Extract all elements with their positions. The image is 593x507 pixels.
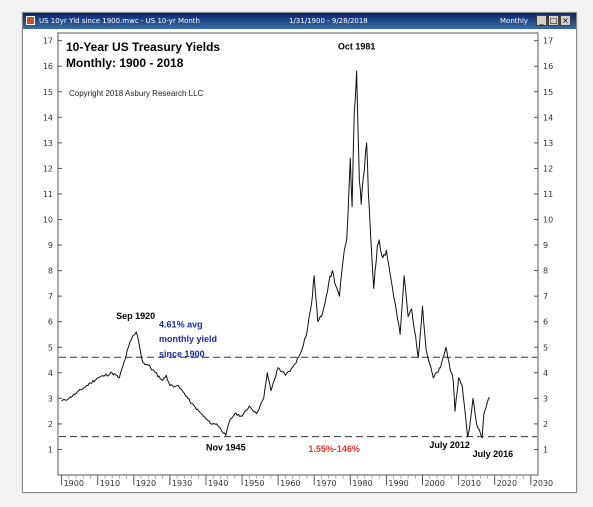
y-tick-label-right: 12	[543, 164, 553, 173]
y-tick-label-right: 10	[543, 216, 553, 225]
x-tick-label: 1910	[100, 479, 120, 488]
annotation-label: since 1900	[159, 349, 205, 359]
y-tick-label-left: 2	[48, 420, 53, 429]
y-tick-label-left: 14	[43, 113, 53, 122]
maximize-button[interactable]: □	[548, 15, 559, 26]
y-tick-label-right: 3	[543, 394, 548, 403]
y-tick-label-right: 16	[543, 62, 553, 71]
annotation-label: Nov 1945	[206, 443, 246, 453]
chart-copyright: Copyright 2018 Asbury Research LLC	[69, 89, 204, 98]
x-tick-label: 2000	[425, 479, 445, 488]
x-tick-label: 1940	[208, 479, 228, 488]
y-tick-label-left: 10	[43, 216, 53, 225]
y-tick-label-left: 5	[48, 343, 53, 352]
x-tick-label: 2020	[497, 479, 517, 488]
x-tick-label: 1930	[172, 479, 192, 488]
y-tick-label-left: 17	[43, 37, 53, 46]
y-tick-label-right: 8	[543, 267, 548, 276]
chart-subtitle: Monthly: 1900 - 2018	[66, 56, 184, 70]
window-date-range: 1/31/1900 - 9/28/2018	[289, 17, 368, 25]
y-tick-label-left: 3	[48, 394, 53, 403]
y-tick-label-left: 1	[48, 445, 53, 454]
minimize-button[interactable]: _	[536, 15, 547, 26]
chart-window: US 10yr Yld since 1900.mwc - US 10-yr Mo…	[22, 12, 577, 493]
x-tick-label: 1960	[280, 479, 300, 488]
window-period: Monthly	[500, 17, 529, 25]
y-tick-label-left: 11	[43, 190, 53, 199]
y-tick-label-right: 2	[543, 420, 548, 429]
annotation-label: July 2012	[429, 440, 470, 450]
plot-frame	[57, 32, 539, 476]
y-tick-label-right: 6	[543, 318, 548, 327]
y-tick-label-left: 16	[43, 62, 53, 71]
x-tick-label: 1990	[388, 479, 408, 488]
y-tick-label-left: 8	[48, 267, 53, 276]
annotation-label: Oct 1981	[338, 42, 376, 52]
x-tick-label: 1900	[64, 479, 84, 488]
chart-title: 10-Year US Treasury Yields	[66, 40, 220, 54]
window-titlebar[interactable]: US 10yr Yld since 1900.mwc - US 10-yr Mo…	[23, 13, 576, 29]
y-tick-label-right: 14	[543, 113, 553, 122]
x-tick-label: 1920	[136, 479, 156, 488]
reference-lines	[59, 356, 537, 438]
y-tick-label-right: 7	[543, 292, 548, 301]
y-tick-label-left: 13	[43, 139, 53, 148]
y-tick-label-left: 6	[48, 318, 53, 327]
y-tick-label-right: 17	[543, 37, 553, 46]
annotation-label: July 2016	[473, 449, 514, 459]
y-tick-label-left: 9	[48, 241, 53, 250]
app-icon	[26, 16, 35, 25]
y-tick-label-left: 15	[43, 88, 53, 97]
y-tick-label-left: 12	[43, 164, 53, 173]
y-tick-label-right: 1	[543, 445, 548, 454]
x-tick-label: 2030	[533, 479, 553, 488]
y-tick-label-right: 5	[543, 343, 548, 352]
x-tick-label: 2010	[461, 479, 481, 488]
y-tick-label-right: 9	[543, 241, 548, 250]
x-tick-label: 1970	[316, 479, 336, 488]
y-tick-label-right: 4	[543, 369, 548, 378]
y-tick-label-left: 4	[48, 369, 53, 378]
annotation-label: monthly yield	[159, 334, 217, 344]
y-tick-label-left: 7	[48, 292, 53, 301]
y-tick-label-right: 11	[543, 190, 553, 199]
y-tick-label-right: 15	[543, 88, 553, 97]
yield-series-line	[61, 70, 490, 439]
window-title: US 10yr Yld since 1900.mwc - US 10-yr Mo…	[39, 17, 200, 25]
y-tick-label-right: 13	[543, 139, 553, 148]
annotation-label: Sep 1920	[116, 311, 155, 321]
x-axis: 1900 1910 1920 1930 1940 1950 1960 1970 1980 1990…	[61, 475, 553, 488]
x-tick-label: 1980	[352, 479, 372, 488]
annotation-label: 4.61% avg	[159, 319, 203, 329]
x-tick-label: 1950	[244, 479, 264, 488]
close-button[interactable]: ×	[560, 15, 571, 26]
annotation-label: 1.55%-146%	[308, 444, 360, 454]
